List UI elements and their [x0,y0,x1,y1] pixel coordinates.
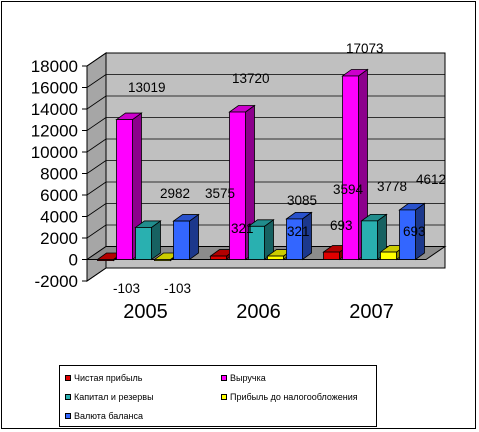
data-label: 13019 [128,80,166,95]
y-tick-label: 18000 [31,57,78,76]
data-label: 2982 [160,186,190,201]
bar-2007-s3 [380,251,397,260]
legend-swatch [65,413,71,419]
bar-2005-s0 [97,259,114,262]
data-label: 3778 [377,179,407,194]
data-label: 693 [403,224,426,239]
category-label: 2006 [236,301,281,323]
data-label: 321 [231,221,254,236]
data-label: 321 [287,224,310,239]
y-tick-label: 0 [69,251,78,270]
bar-2005-s1 [116,119,133,260]
y-tick-label: 2000 [40,229,78,248]
legend-label: Валюта баланса [74,411,144,421]
legend-swatch [65,375,71,381]
data-label: 17073 [346,41,384,56]
gridline-side [86,267,107,282]
y-tick-label: -2000 [35,272,78,291]
bar-2007-s1 [342,75,359,260]
gridline-side [86,95,107,110]
gridline-side [86,52,107,67]
bar-2006-s3 [267,255,284,260]
gridline-side [86,74,107,88]
legend-item: Чистая прибыль [65,371,142,385]
y-tick-label: 16000 [31,79,78,98]
data-label: 693 [330,218,353,233]
bar-2006-s0 [210,255,227,260]
y-tick-label: 10000 [31,143,78,162]
y-tick-label: 4000 [40,208,78,227]
legend-item: Капитал и резервы [65,390,154,404]
bar-2005-s4-side [189,213,199,261]
bar-2005-s2 [135,227,152,260]
gridline-side [86,138,107,153]
bar-2006-s1 [229,111,246,260]
bar-2006-s4 [286,218,303,260]
gridline-side [86,181,107,196]
data-label: 4612 [416,172,446,187]
bar-2005-s4 [173,220,190,260]
legend-item: Валюта баланса [65,409,143,423]
y-tick-label: 8000 [40,165,78,184]
category-label: 2007 [349,301,394,323]
legend-swatch [221,394,227,400]
legend-label: Прибыль до налогообложения [230,392,358,402]
data-label: 3085 [287,193,317,208]
data-label: -103 [164,281,191,296]
bar-2005-s3 [154,259,171,262]
data-label: -103 [113,281,140,296]
legend-label: Чистая прибыль [74,373,143,383]
gridline-side [86,160,107,174]
chart-legend: Чистая прибыль Выручка Капитал и резервы Пр… [59,365,377,427]
bar-2007-s4 [399,209,416,260]
bar-2007-s0 [323,251,340,260]
legend-swatch [221,375,227,381]
gridline-side [86,224,107,239]
legend-item: Прибыль до налогообложения [221,390,358,404]
legend-label: Выручка [230,373,266,383]
category-label: 2005 [123,301,168,323]
data-label: 3575 [205,186,235,201]
gridline-side [86,117,107,131]
data-label: 13720 [232,71,270,86]
gridline-side [86,203,107,217]
y-tick-label: 6000 [40,186,78,205]
data-label: 3594 [333,182,364,197]
legend-swatch [65,394,71,400]
y-tick-label: 12000 [31,122,78,141]
bar-2006-s2 [248,225,265,260]
legend-label: Капитал и резервы [74,392,154,402]
legend-item: Выручка [221,371,266,385]
bar-2007-s2 [361,220,378,260]
y-tick-label: 14000 [31,100,78,119]
